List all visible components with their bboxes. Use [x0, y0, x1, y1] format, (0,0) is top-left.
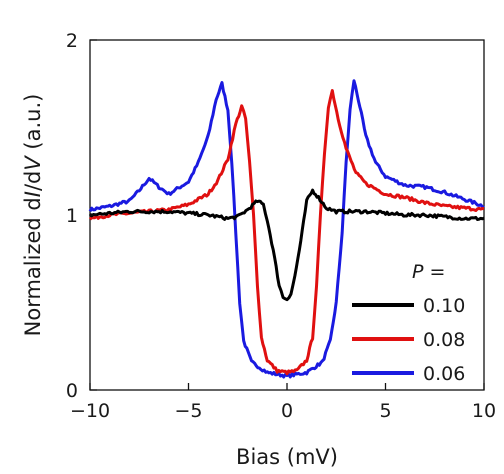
y-tick-label: 0: [66, 380, 78, 402]
y-axis-label-part: I: [21, 191, 45, 197]
x-tick-label: 0: [281, 400, 293, 422]
legend-entry: 0.06: [423, 363, 465, 385]
y-axis-label-part: (a.u.): [21, 94, 45, 157]
y-tick-label: 2: [66, 30, 78, 52]
ticks-layer: −10 −5 0 5 10 0 1 2: [66, 30, 496, 422]
legend-title: P =: [412, 261, 445, 283]
legend: P = 0.10 0.08 0.06: [352, 261, 465, 385]
y-axis-label: Normalized dI/dV (a.u.): [21, 94, 45, 337]
y-axis-label-part: /d: [21, 171, 45, 191]
x-tick-label: 5: [379, 400, 391, 422]
legend-title-rest: =: [423, 261, 445, 283]
legend-entry: 0.08: [423, 329, 465, 351]
y-axis-label-part: V: [21, 155, 45, 171]
legend-entry: 0.10: [423, 295, 465, 317]
y-axis-label-part: Normalized d: [21, 197, 45, 336]
x-tick-label: 10: [472, 400, 496, 422]
x-tick-label: −10: [70, 400, 110, 422]
y-tick-label: 1: [66, 205, 78, 227]
series-line-0.10: [88, 188, 485, 302]
x-tick-label: −5: [174, 400, 202, 422]
legend-title-symbol: P: [412, 261, 424, 283]
series-layer: [88, 79, 485, 379]
x-axis-label: Bias (mV): [236, 445, 338, 469]
